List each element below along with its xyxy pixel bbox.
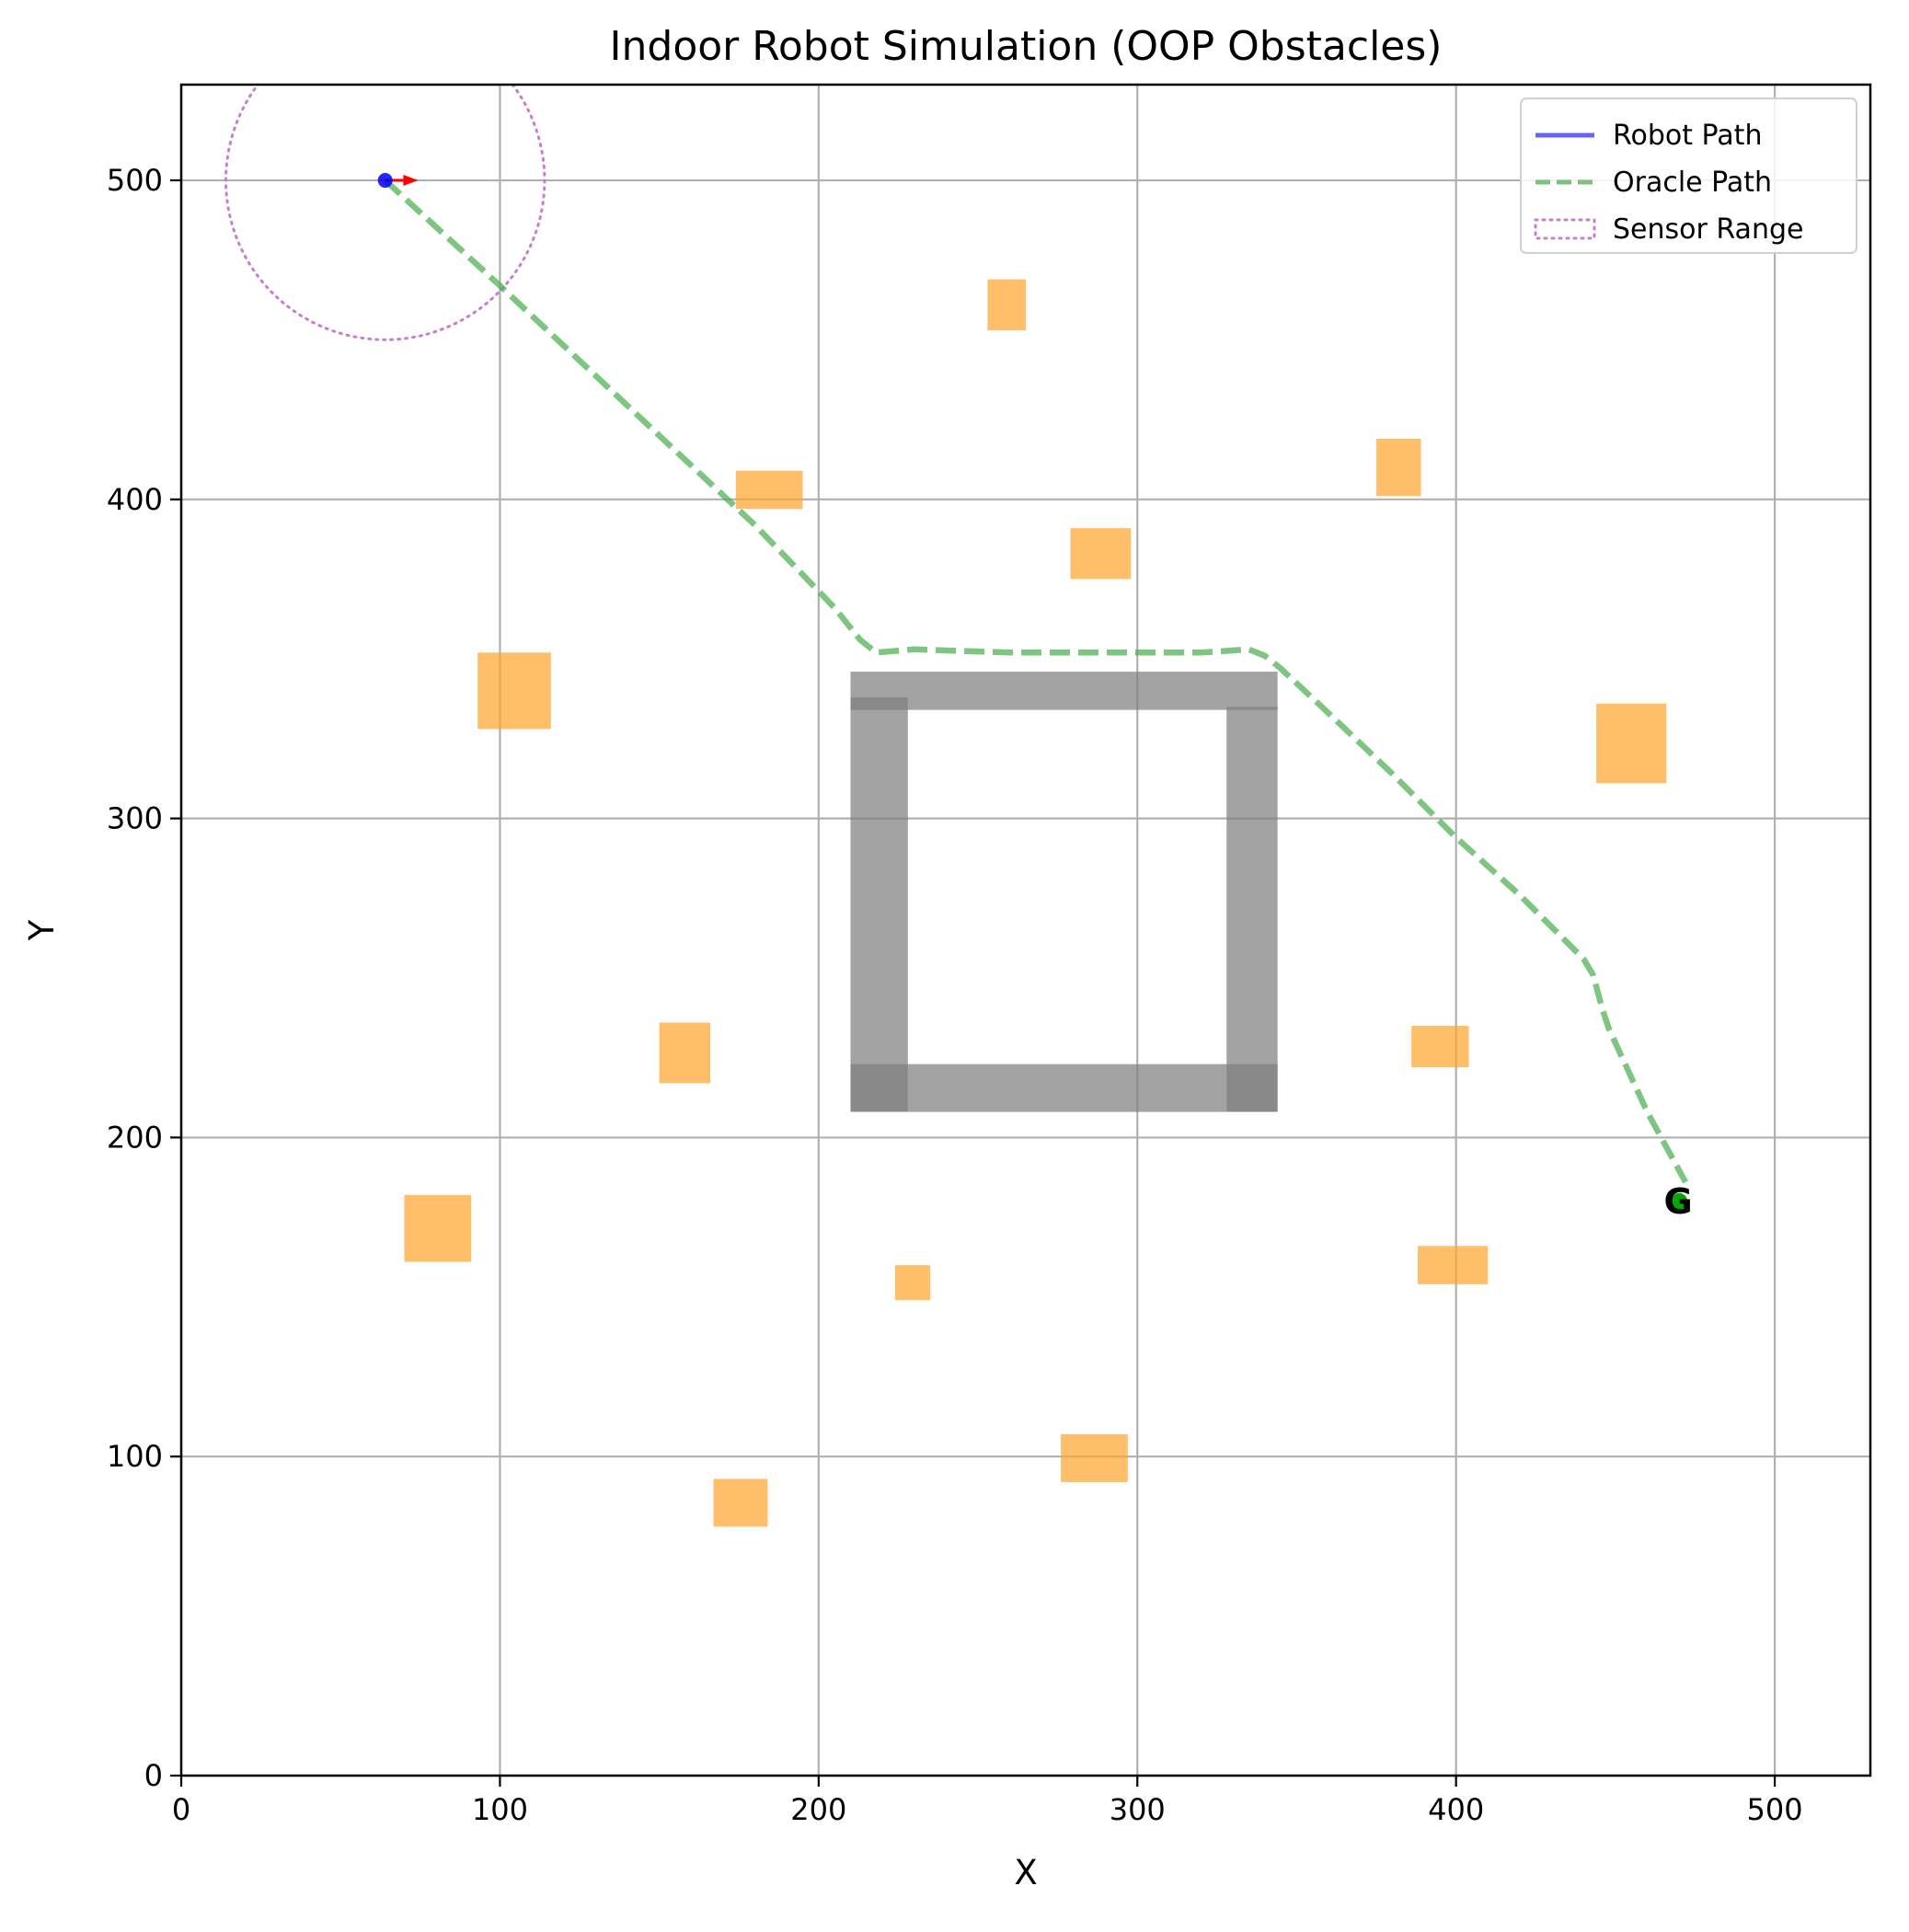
obstacle: [713, 1478, 768, 1527]
obstacle: [477, 652, 551, 730]
goal-layer: G: [1664, 1181, 1693, 1222]
wall: [850, 696, 908, 1112]
robot-heading-arrow-head: [403, 175, 419, 187]
obstacle: [987, 279, 1026, 330]
obstacle: [1070, 528, 1132, 580]
obstacle: [404, 1194, 472, 1262]
wall: [1226, 707, 1278, 1112]
grid: [179, 85, 1870, 1777]
x-tick-label: 200: [790, 1792, 846, 1827]
legend-swatch-2: [1534, 218, 1596, 240]
x-tick-label: 400: [1428, 1792, 1484, 1827]
obstacle: [735, 470, 803, 510]
y-tick-label: 500: [107, 163, 163, 198]
legend-label-2: Sensor Range: [1613, 213, 1803, 246]
y-tick-label: 300: [107, 801, 163, 836]
goal-label: G: [1664, 1181, 1693, 1222]
legend-label-0: Robot Path: [1613, 120, 1762, 152]
y-tick-label: 200: [107, 1120, 163, 1155]
wall: [850, 672, 1278, 710]
obstacle: [1061, 1433, 1128, 1482]
oracle-path-line: [383, 178, 1688, 1184]
oracle-path-layer: [383, 178, 1688, 1184]
y-tick-label: 400: [107, 482, 163, 517]
y-tick-label: 0: [144, 1758, 163, 1793]
sensor-range-circle: [224, 85, 546, 341]
robot-marker: [377, 173, 393, 189]
x-axis-label: X: [1014, 1853, 1037, 1892]
wall: [850, 1064, 1278, 1112]
x-tick-label: 300: [1110, 1792, 1166, 1827]
x-tick-label: 0: [172, 1792, 190, 1827]
legend-box: [1520, 98, 1857, 254]
walls: [850, 672, 1278, 1112]
y-axis-label: Y: [22, 919, 62, 941]
x-tick-label: 500: [1747, 1792, 1803, 1827]
x-tick-label: 100: [472, 1792, 528, 1827]
robot-layer: [377, 173, 419, 189]
ticks: 0 100 200 300 400 500 0 100 200 300 400 500: [107, 163, 1803, 1827]
axes-frame: [179, 83, 1872, 1777]
legend-label-1: Oracle Path: [1613, 167, 1772, 199]
chart-title: Indoor Robot Simulation (OOP Obstacles): [610, 23, 1443, 70]
goal-marker: [1671, 1192, 1688, 1210]
obstacle: [1596, 703, 1667, 784]
obstacle: [1376, 438, 1421, 497]
obstacle: [1418, 1246, 1489, 1284]
obstacle: [1411, 1026, 1469, 1068]
sensor-layer: [224, 85, 546, 341]
obstacle: [894, 1265, 931, 1301]
y-tick-label: 100: [107, 1439, 163, 1474]
obstacles: [404, 279, 1667, 1527]
legend: Robot Path Oracle Path Sensor Range: [1520, 98, 1857, 254]
obstacle: [659, 1022, 711, 1084]
